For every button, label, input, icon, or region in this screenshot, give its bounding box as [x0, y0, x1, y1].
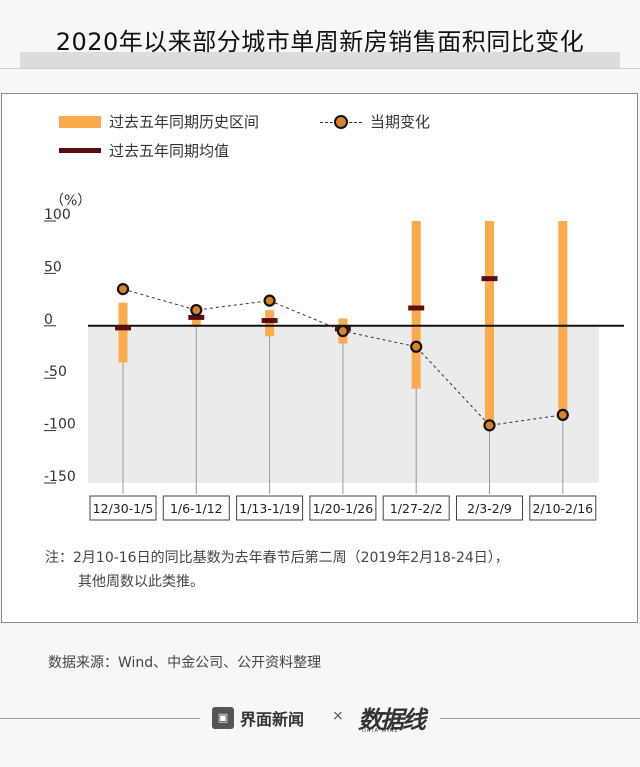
footer-rule-left	[0, 718, 200, 719]
legend-label-range: 过去五年同期历史区间	[109, 113, 260, 131]
x-tick-label: 1/27-2/2	[390, 501, 443, 516]
legend-swatch-range	[59, 115, 101, 128]
chart-card: 过去五年同期历史区间 当期变化 过去五年同期均值 （%） 100 50 0 -50 -1…	[1, 93, 638, 623]
note-line-2: 其他周数以此类推。	[78, 574, 204, 590]
chart-note: 注：2月10-16日的同比基数为去年春节后第二周（2019年2月18-24日），…	[45, 546, 605, 594]
current-point	[190, 303, 203, 317]
brand-secondary-sub: DATA WIRE	[362, 728, 399, 734]
range-bar	[265, 310, 275, 337]
title-divider	[0, 68, 640, 69]
y-tick-label: -150	[44, 469, 76, 485]
x-tick-label: 1/6-1/12	[170, 501, 223, 516]
y-tick-label: -100	[44, 417, 76, 433]
range-bar	[118, 302, 128, 363]
brand-primary: ▣ 界面新闻	[212, 706, 304, 730]
y-axis-unit: （%）	[50, 193, 92, 209]
brand-secondary-logo: 数据线	[358, 706, 426, 734]
y-tick-label: 50	[44, 259, 62, 275]
x-tick-label: 2/10-2/16	[532, 501, 593, 516]
x-tick-box	[236, 495, 304, 521]
x-tick-box	[529, 495, 597, 521]
current-point	[263, 294, 276, 307]
current-point	[116, 283, 130, 296]
range-bar	[558, 221, 568, 415]
legend-item-current: 当期变化	[320, 111, 430, 132]
x-tick-label: 12/30-1/5	[93, 501, 154, 516]
x-tick-label: 2/3-2/9	[467, 501, 512, 516]
footer: ▣ 界面新闻 × 数据线 DATA WIRE	[0, 700, 640, 740]
avg-mark	[261, 318, 278, 324]
legend-label-current: 当期变化	[370, 113, 431, 131]
avg-mark	[115, 325, 131, 331]
x-tick-box	[382, 495, 450, 521]
x-tick-box	[162, 495, 230, 521]
avg-mark	[188, 314, 205, 320]
negative-region	[88, 325, 599, 483]
current-point	[556, 408, 569, 421]
x-tick-box	[89, 495, 157, 521]
footer-rule-right	[440, 718, 640, 719]
x-tick-box	[309, 495, 377, 521]
note-line-1: 注：2月10-16日的同比基数为去年春节后第二周（2019年2月18-24日），	[45, 550, 509, 566]
x-tick-label: 1/20-1/26	[313, 501, 374, 516]
y-tick-label: 0	[44, 312, 53, 328]
x-tick-label: 1/13-1/19	[239, 501, 300, 516]
range-bar	[485, 221, 494, 426]
y-tick-label: 100	[44, 207, 71, 223]
legend-item-range: 过去五年同期历史区间	[59, 111, 259, 132]
legend-swatch-current	[320, 114, 362, 129]
jiemian-logo-icon: ▣	[212, 707, 234, 729]
x-tick-box	[456, 495, 523, 521]
legend-item-avg: 过去五年同期均值	[59, 140, 229, 161]
brand-primary-label: 界面新闻	[240, 710, 305, 729]
legend-swatch-avg	[59, 148, 101, 153]
y-tick-label: -50	[44, 364, 67, 380]
data-source: 数据来源：Wind、中金公司、公开资料整理	[48, 655, 322, 671]
avg-mark	[481, 276, 498, 282]
legend-label-avg: 过去五年同期均值	[109, 142, 230, 160]
range-bar	[411, 221, 421, 389]
brand-times: ×	[332, 708, 344, 724]
chart-plot: 100 50 0 -50 -100 -150 12/30-1/5 1/6-1/12 1/13-1…	[44, 207, 624, 521]
avg-mark	[408, 305, 425, 311]
current-point	[336, 324, 349, 338]
current-point	[410, 340, 423, 353]
page-title: 2020年以来部分城市单周新房销售面积同比变化	[55, 28, 585, 56]
current-point	[483, 419, 496, 432]
